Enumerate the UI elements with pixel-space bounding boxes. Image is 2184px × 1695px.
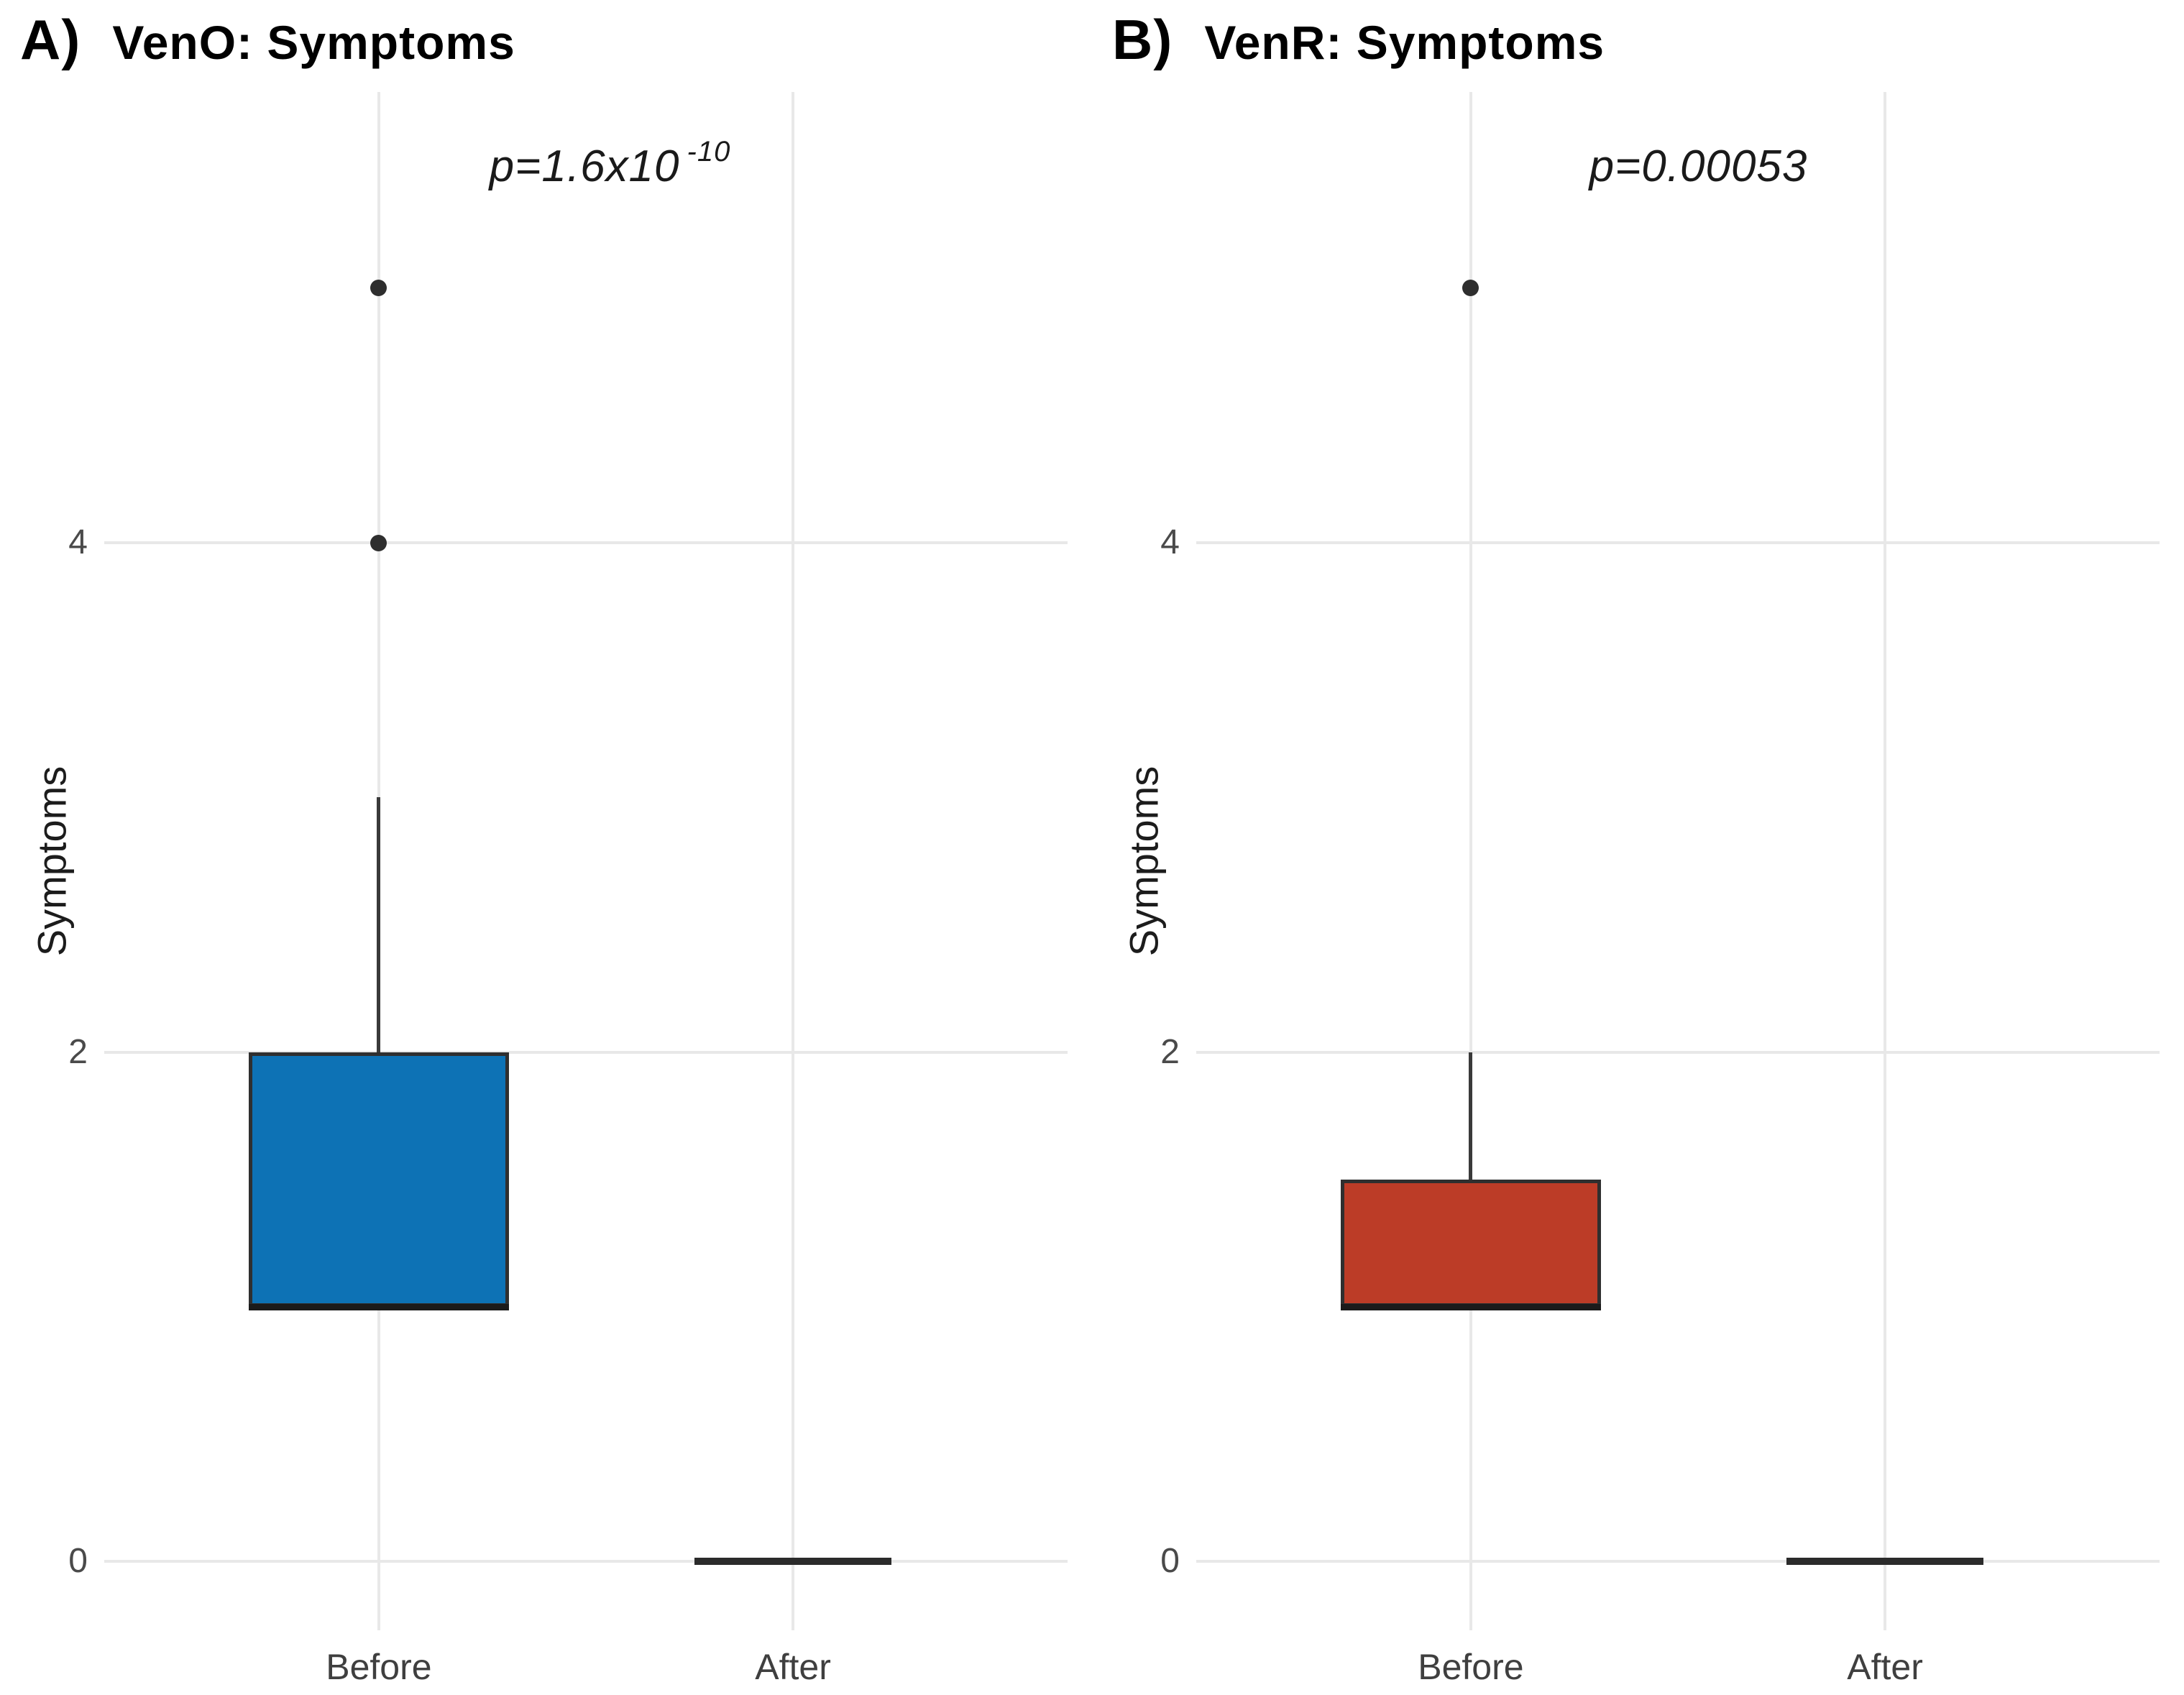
y-tick-label: 2	[1160, 1032, 1180, 1071]
gridline-horizontal	[1196, 541, 2160, 545]
iqr-box	[249, 1052, 509, 1308]
gridline-horizontal	[104, 1560, 1068, 1563]
y-tick-label: 4	[68, 523, 88, 562]
y-tick-label: 4	[1160, 523, 1180, 562]
plot-area-b: p=0.00053	[1196, 92, 2160, 1630]
gridline-vertical	[792, 92, 795, 1630]
p-value-text: p=0.00053	[1589, 141, 1808, 191]
gridline-horizontal	[1196, 1560, 2160, 1563]
plot-area-a: p=1.6x10 -10	[104, 92, 1068, 1630]
p-value-text: p=1.6x10	[489, 141, 680, 191]
p-value-annotation: p=1.6x10 -10	[489, 136, 731, 192]
degenerate-box-line	[1786, 1558, 1984, 1566]
upper-whisker	[377, 797, 381, 1052]
panel-b-header: B) VenR: Symptoms	[1112, 7, 1605, 73]
gridline-vertical	[1469, 92, 1472, 1630]
panel-b-title: VenR: Symptoms	[1204, 16, 1605, 69]
iqr-box	[1341, 1179, 1601, 1308]
median-line	[1341, 1303, 1601, 1310]
y-tick-label: 2	[68, 1032, 88, 1071]
panel-a-header: A) VenO: Symptoms	[20, 7, 515, 73]
x-category-label-before: Before	[326, 1647, 432, 1687]
p-value-annotation: p=0.00053	[1589, 140, 1815, 192]
degenerate-box-line	[694, 1558, 892, 1566]
y-axis-label: Symptoms	[29, 766, 75, 957]
gridline-horizontal	[1196, 1050, 2160, 1054]
y-axis-label: Symptoms	[1121, 766, 1167, 957]
gridline-horizontal	[104, 541, 1068, 545]
panel-b: B) VenR: Symptoms Symptoms 0 2 4 p=0.000…	[1092, 0, 2184, 1695]
x-category-label-after: After	[1847, 1647, 1923, 1687]
y-tick-label: 0	[1160, 1542, 1180, 1581]
panel-a: A) VenO: Symptoms Symptoms 0 2 4 p=1.6x1…	[20, 7, 1068, 1687]
median-line	[249, 1303, 509, 1310]
x-category-label-before: Before	[1418, 1647, 1524, 1687]
p-value-exponent: -10	[687, 136, 731, 168]
outlier-dot	[370, 280, 387, 297]
gridline-horizontal	[104, 1050, 1068, 1054]
outlier-dot	[370, 534, 387, 551]
panel-a-tag: A)	[20, 8, 81, 71]
outlier-dot	[1462, 280, 1479, 297]
panel-a-title: VenO: Symptoms	[112, 16, 515, 69]
panel-b-tag: B)	[1112, 8, 1173, 71]
upper-whisker	[1469, 1052, 1473, 1180]
y-tick-label: 0	[68, 1542, 88, 1581]
gridline-vertical	[1884, 92, 1887, 1630]
x-category-label-after: After	[755, 1647, 831, 1687]
